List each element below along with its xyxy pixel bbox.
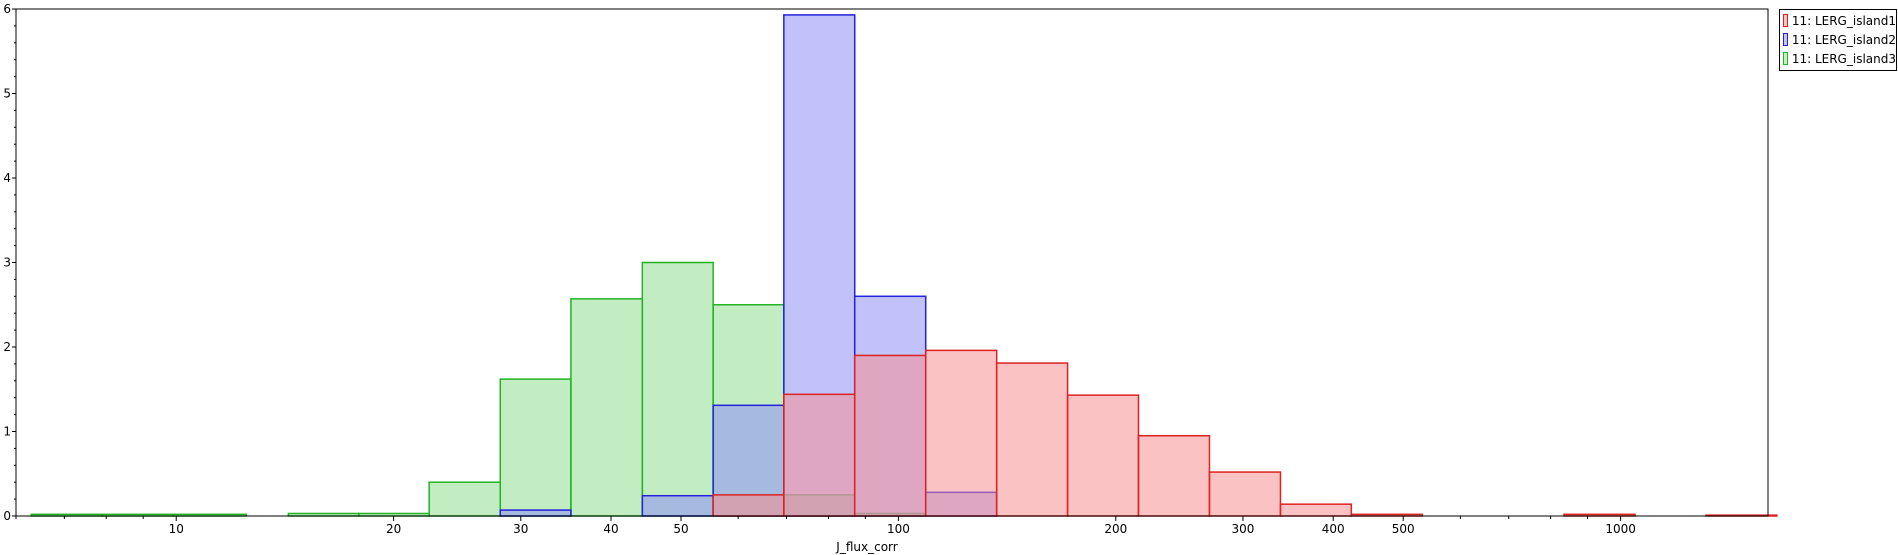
bar-series2-bin3 bbox=[924, 349, 998, 517]
x-tick-label: 20 bbox=[386, 522, 401, 536]
bar-series0-bin6 bbox=[499, 378, 572, 517]
bar-series2-bin7 bbox=[1208, 471, 1282, 517]
legend-label-island2: 11: LERG_island2 bbox=[1791, 32, 1896, 47]
y-tick-label: 3 bbox=[3, 256, 11, 270]
bar-series2-bin0 bbox=[712, 494, 785, 517]
x-tick-label: 1000 bbox=[1605, 522, 1636, 536]
legend-label-island1: 11: LERG_island1 bbox=[1791, 13, 1896, 28]
bar-series0-bin5 bbox=[428, 481, 502, 517]
x-tick-label: 30 bbox=[513, 522, 528, 536]
y-tick-label: 0 bbox=[3, 509, 11, 523]
legend-swatch-island2 bbox=[1783, 33, 1788, 46]
bar-series0-bin7 bbox=[570, 298, 644, 517]
legend-label-island3: 11: LERG_island3 bbox=[1791, 51, 1896, 66]
y-tick-label: 1 bbox=[3, 425, 11, 439]
legend-swatch-island3 bbox=[1783, 52, 1788, 65]
legend: 11: LERG_island1 11: LERG_island2 11: LE… bbox=[1779, 9, 1897, 71]
x-axis-title: J_flux_corr bbox=[835, 540, 897, 554]
histogram-bars bbox=[30, 14, 1778, 517]
legend-item-island3[interactable]: 11: LERG_island3 bbox=[1780, 49, 1896, 68]
x-tick-label: 10 bbox=[169, 522, 184, 536]
y-tick-label: 4 bbox=[3, 171, 11, 185]
legend-item-island2[interactable]: 11: LERG_island2 bbox=[1780, 30, 1896, 49]
x-tick-label: 500 bbox=[1392, 522, 1415, 536]
bar-series2-bin6 bbox=[1137, 434, 1211, 517]
legend-item-island1[interactable]: 11: LERG_island1 bbox=[1780, 11, 1896, 30]
bar-series2-bin4 bbox=[995, 362, 1069, 517]
y-tick-label: 5 bbox=[3, 87, 11, 101]
bar-series2-bin1 bbox=[783, 393, 856, 517]
x-tick-label: 400 bbox=[1322, 522, 1345, 536]
y-axis: 0 1 2 3 4 5 6 bbox=[3, 2, 16, 523]
x-axis: 10 20 30 40 50 100 200 300 400 500 1000 bbox=[15, 516, 1636, 536]
bar-series0-bin8 bbox=[641, 261, 714, 517]
bar-series2-bin2 bbox=[853, 354, 927, 517]
x-tick-label: 100 bbox=[887, 522, 910, 536]
bar-series2-bin8 bbox=[1279, 503, 1353, 517]
x-tick-label: 200 bbox=[1104, 522, 1127, 536]
y-tick-label: 6 bbox=[3, 2, 11, 16]
y-tick-label: 2 bbox=[3, 340, 11, 354]
legend-swatch-island1 bbox=[1783, 14, 1788, 27]
bar-series1-bin1 bbox=[641, 494, 714, 517]
bar-series1-bin0 bbox=[499, 509, 572, 517]
x-tick-label: 300 bbox=[1232, 522, 1255, 536]
x-tick-label: 40 bbox=[603, 522, 618, 536]
bar-series2-bin5 bbox=[1066, 394, 1140, 517]
x-tick-label: 50 bbox=[673, 522, 688, 536]
series-2 bbox=[712, 349, 1778, 517]
